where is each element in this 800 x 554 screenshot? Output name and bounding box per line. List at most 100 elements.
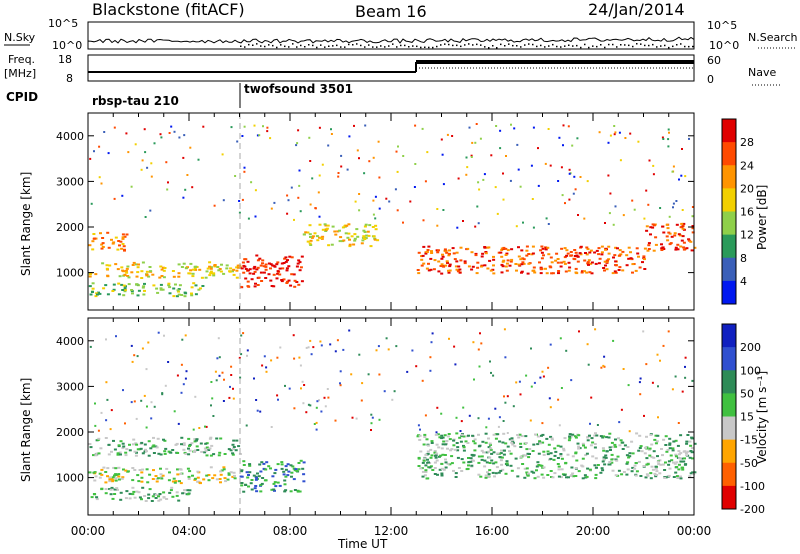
range-cell xyxy=(643,268,647,270)
range-cell xyxy=(119,453,122,456)
range-cell xyxy=(259,470,263,473)
range-cell xyxy=(621,448,625,450)
range-cell xyxy=(414,124,417,127)
range-cell xyxy=(437,270,441,273)
colorbar-tick-label: 100 xyxy=(740,364,761,377)
range-cell xyxy=(667,138,670,141)
range-cell xyxy=(323,396,326,399)
range-cell xyxy=(242,490,246,493)
range-cell xyxy=(611,272,615,275)
range-cell xyxy=(493,475,496,478)
range-cell xyxy=(383,390,386,393)
range-cell xyxy=(142,293,146,296)
range-cell xyxy=(429,456,433,459)
range-cell xyxy=(560,261,564,264)
nsearch-point xyxy=(308,44,310,46)
range-cell xyxy=(556,463,560,465)
range-cell xyxy=(490,459,494,462)
range-cell xyxy=(190,442,194,445)
range-cell xyxy=(259,410,262,413)
range-cell xyxy=(525,467,529,470)
range-cell xyxy=(683,463,687,466)
range-cell xyxy=(254,478,258,481)
range-cell xyxy=(284,475,288,478)
range-cell xyxy=(182,383,185,386)
range-cell xyxy=(614,205,617,208)
range-cell xyxy=(123,274,127,276)
range-cell xyxy=(209,272,213,275)
range-cell xyxy=(677,422,680,424)
range-cell xyxy=(171,480,175,483)
range-cell xyxy=(542,453,546,456)
range-cell xyxy=(177,263,181,266)
range-cell xyxy=(679,452,683,455)
range-cell xyxy=(168,491,172,494)
range-cell xyxy=(642,330,645,333)
range-cell xyxy=(691,379,694,382)
range-cell xyxy=(630,470,634,473)
range-cell xyxy=(352,243,356,246)
range-cell xyxy=(421,379,424,382)
range-cell xyxy=(231,270,234,273)
range-cell xyxy=(170,125,173,128)
range-cell xyxy=(163,334,165,337)
range-cell xyxy=(102,287,106,290)
range-cell xyxy=(170,486,174,489)
range-cell xyxy=(436,473,439,476)
range-cell xyxy=(562,449,566,452)
range-cell xyxy=(130,344,133,347)
range-cell xyxy=(540,267,543,270)
range-cell xyxy=(643,217,646,220)
range-cell xyxy=(102,466,106,469)
range-cell xyxy=(387,348,390,351)
range-cell xyxy=(542,375,545,378)
range-cell xyxy=(471,459,475,462)
range-cell xyxy=(319,237,323,239)
range-cell xyxy=(603,365,606,368)
range-cell xyxy=(270,426,273,428)
range-cell xyxy=(121,243,125,245)
range-cell xyxy=(270,207,273,210)
range-cell xyxy=(425,267,429,270)
range-cell xyxy=(585,271,589,274)
range-cell xyxy=(172,275,176,278)
range-cell xyxy=(233,474,236,477)
range-cell xyxy=(98,145,101,148)
range-cell xyxy=(559,265,563,268)
range-cell xyxy=(135,275,139,278)
range-cell xyxy=(278,267,282,270)
range-cell xyxy=(647,248,651,250)
range-cell xyxy=(292,478,296,481)
range-cell xyxy=(483,459,487,462)
range-cell xyxy=(601,460,605,463)
range-cell xyxy=(204,449,208,452)
range-cell xyxy=(556,444,560,447)
time-tick-label: 08:00 xyxy=(273,524,308,538)
range-cell xyxy=(654,236,658,239)
range-cell xyxy=(583,474,587,477)
range-cell xyxy=(539,249,543,252)
range-cell xyxy=(296,489,300,492)
range-cell xyxy=(671,447,675,450)
range-cell xyxy=(424,469,428,472)
range-cell xyxy=(536,435,540,438)
range-cell xyxy=(442,183,445,186)
range-cell xyxy=(190,294,194,297)
range-cell xyxy=(298,269,302,272)
range-cell xyxy=(255,490,259,493)
range-cell xyxy=(643,414,645,417)
range-cell xyxy=(514,457,518,460)
range-cell xyxy=(656,455,659,458)
range-cell xyxy=(229,267,233,270)
range-cell xyxy=(162,491,166,494)
range-cell xyxy=(112,288,116,291)
range-cell xyxy=(292,273,296,276)
range-cell xyxy=(131,493,135,496)
range-cell xyxy=(440,447,444,450)
range-cell xyxy=(250,181,253,184)
range-cell xyxy=(159,287,163,290)
range-cell xyxy=(575,459,579,462)
range-cell xyxy=(529,419,532,422)
range-cell xyxy=(595,466,598,469)
range-cell xyxy=(238,211,241,214)
